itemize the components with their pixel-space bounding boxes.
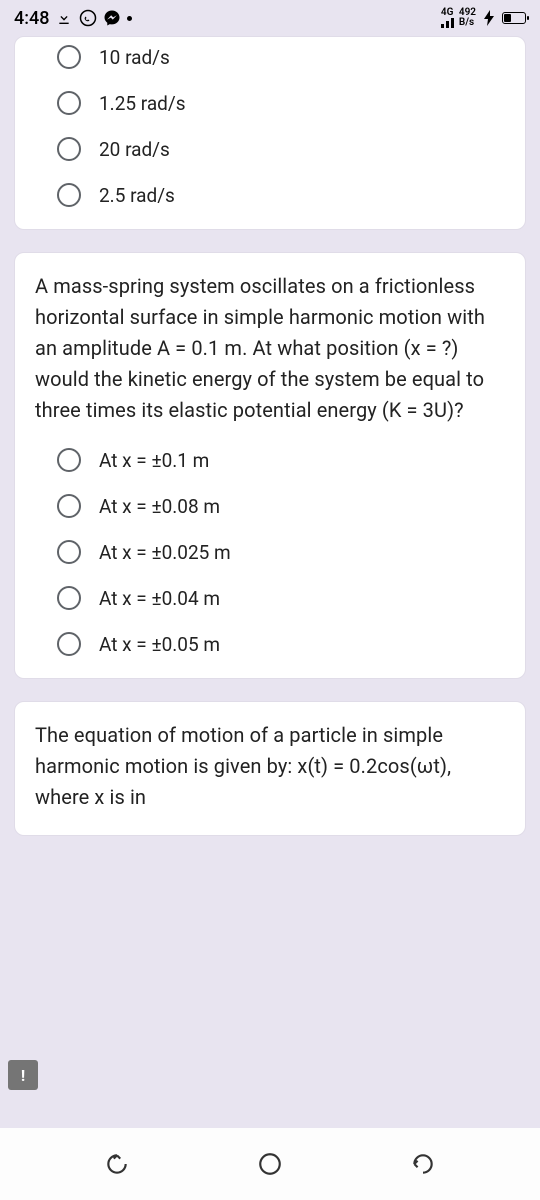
network-gen-label: 4G [441, 8, 454, 18]
bolt-icon [480, 9, 498, 27]
radio-label: 20 rad/s [99, 138, 170, 161]
more-dot-icon [127, 16, 132, 21]
question-card-3: The equation of motion of a particle in … [14, 701, 526, 836]
radio-label: At x = ±0.08 m [99, 495, 220, 518]
radio-option[interactable]: 1.25 rad/s [57, 91, 505, 115]
question-card-2: A mass-spring system oscillates on a fri… [14, 252, 526, 679]
radio-label: At x = ±0.1 m [99, 449, 209, 472]
radio-icon [57, 494, 81, 518]
alert-icon: ! [21, 1066, 25, 1085]
radio-option[interactable]: 20 rad/s [57, 137, 505, 161]
status-right: 4G 492 B/s [441, 8, 526, 28]
radio-option[interactable]: At x = ±0.025 m [57, 540, 505, 564]
status-time: 4:48 [14, 8, 49, 29]
whatsapp-icon [79, 9, 97, 27]
radio-label: At x = ±0.05 m [99, 633, 220, 656]
radio-label: 10 rad/s [99, 46, 170, 69]
network-gen: 4G [441, 8, 455, 28]
network-speed: 492 B/s [459, 8, 476, 28]
nav-home-button[interactable] [246, 1140, 294, 1188]
radio-label: At x = ±0.04 m [99, 587, 220, 610]
download-icon [55, 9, 73, 27]
radio-option[interactable]: At x = ±0.08 m [57, 494, 505, 518]
radio-icon [57, 137, 81, 161]
radio-icon [57, 45, 81, 69]
nav-bar [0, 1128, 540, 1200]
radio-icon [57, 91, 81, 115]
question-card-1: 10 rad/s 1.25 rad/s 20 rad/s 2.5 rad/s [14, 36, 526, 230]
nav-back-button[interactable] [399, 1140, 447, 1188]
nav-recent-button[interactable] [93, 1140, 141, 1188]
radio-option[interactable]: 2.5 rad/s [57, 183, 505, 207]
battery-icon [502, 12, 526, 24]
radio-icon [57, 183, 81, 207]
content-area: 10 rad/s 1.25 rad/s 20 rad/s 2.5 rad/s A… [0, 36, 540, 1128]
radio-icon [57, 540, 81, 564]
radio-option[interactable]: At x = ±0.05 m [57, 632, 505, 656]
radio-option[interactable]: 10 rad/s [57, 45, 505, 69]
question-text: A mass-spring system oscillates on a fri… [35, 271, 505, 426]
network-speed-unit: B/s [459, 18, 474, 28]
status-left: 4:48 [14, 8, 132, 29]
radio-label: 2.5 rad/s [99, 184, 175, 207]
feedback-button[interactable]: ! [8, 1060, 38, 1090]
question-text: The equation of motion of a particle in … [35, 720, 505, 813]
status-bar: 4:48 4G 492 B/s [0, 0, 540, 36]
radio-icon [57, 448, 81, 472]
radio-icon [57, 632, 81, 656]
radio-option[interactable]: At x = ±0.04 m [57, 586, 505, 610]
radio-label: At x = ±0.025 m [99, 541, 231, 564]
radio-label: 1.25 rad/s [99, 92, 186, 115]
radio-icon [57, 586, 81, 610]
radio-option[interactable]: At x = ±0.1 m [57, 448, 505, 472]
messenger-icon [103, 9, 121, 27]
